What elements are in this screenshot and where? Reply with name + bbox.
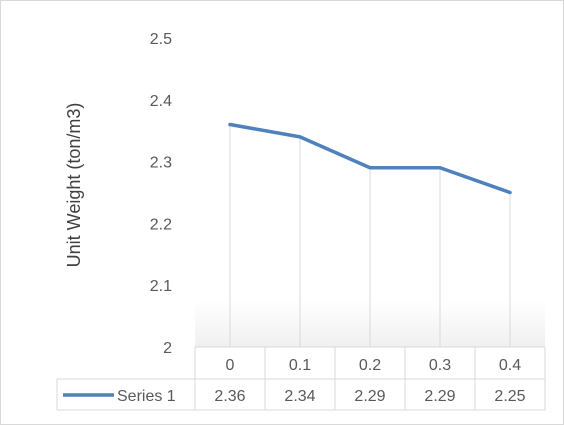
y-tick-label: 2.1: [150, 278, 172, 295]
data-value-label: 2.25: [494, 388, 525, 405]
data-value-label: 2.29: [354, 388, 385, 405]
y-tick-label: 2: [163, 340, 172, 357]
x-category-label: 0: [226, 357, 235, 374]
data-point: [228, 123, 232, 127]
data-point: [298, 135, 302, 139]
data-table: 0 0.1 0.2 0.3 0.4 Series 1 2.36 2.34 2.29 2.29 2.2…: [56, 346, 546, 411]
x-category-label: 0.4: [499, 357, 521, 374]
data-value-label: 2.36: [214, 388, 245, 405]
series-layer: [228, 122, 512, 195]
legend-label: Series 1: [117, 388, 176, 405]
data-value-label: 2.29: [424, 388, 455, 405]
y-tick-label: 2.4: [150, 93, 172, 110]
data-value-label: 2.34: [284, 388, 315, 405]
y-tick-label: 2.5: [150, 31, 172, 48]
y-tick-label: 2.3: [150, 155, 172, 172]
data-point: [368, 166, 372, 170]
drop-lines: [229, 124, 511, 347]
x-category-label: 0.1: [289, 357, 311, 374]
x-category-label: 0.3: [429, 357, 451, 374]
data-point: [438, 166, 442, 170]
y-axis-label: Unit Weight (ton/m3): [64, 103, 84, 268]
data-point: [508, 191, 512, 194]
x-category-label: 0.2: [359, 357, 381, 374]
y-axis-ticks: 2 2.1 2.2 2.3 2.4 2.5: [150, 31, 172, 357]
y-tick-label: 2.2: [150, 216, 172, 233]
